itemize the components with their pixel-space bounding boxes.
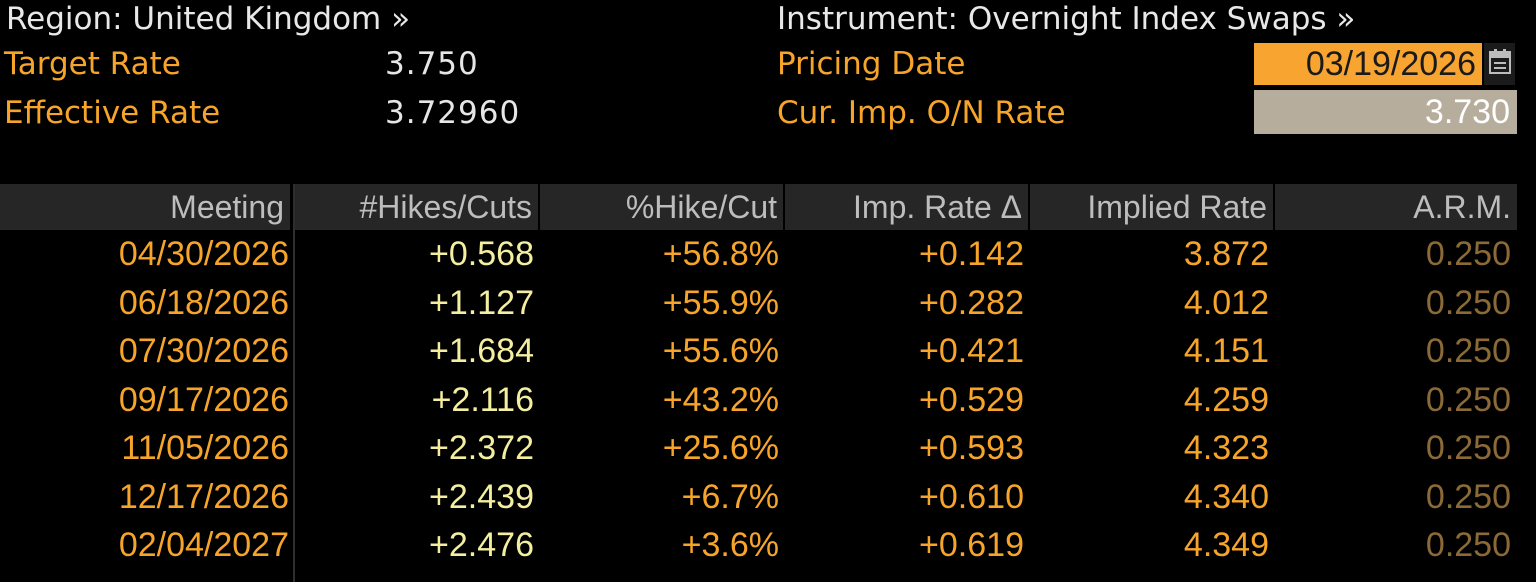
hikes-cuts-value: +1.684 [429,332,534,370]
table-row[interactable]: 07/30/2026 +1.684 +55.6% +0.421 4.151 0.… [0,327,1517,376]
implied-rate-value: 4.259 [1183,380,1269,419]
arm-value: 0.250 [1425,429,1511,467]
instrument-selector[interactable]: Instrument: Overnight Index Swaps » [777,1,1356,37]
arm-value: 0.250 [1425,283,1511,322]
meeting-date: 09/17/2026 [118,380,289,419]
imp-rate-delta-value: +0.282 [919,283,1024,322]
implied-rate-value: 4.012 [1183,283,1269,322]
table-row[interactable]: 12/17/2026 +2.439 +6.7% +0.610 4.340 0.2… [0,473,1517,522]
implied-rate-value: 4.349 [1183,526,1269,564]
meeting-date: 07/30/2026 [118,332,289,370]
hikes-cuts-value: +2.439 [429,477,534,516]
hikes-cuts-value: +1.127 [429,283,534,322]
pct-hike-cut-value: +6.7% [681,477,779,516]
imp-rate-delta-value: +0.142 [919,235,1024,273]
target-rate-value: 3.750 [385,46,479,82]
hikes-cuts-value: +0.568 [429,235,534,273]
table-row[interactable]: 11/05/2026 +2.372 +25.6% +0.593 4.323 0.… [0,424,1517,473]
table-row[interactable]: 09/17/2026 +2.116 +43.2% +0.529 4.259 0.… [0,376,1517,425]
meeting-date: 04/30/2026 [118,235,289,273]
rate-table: Meeting #Hikes/Cuts %Hike/Cut Imp. Rate … [0,184,1517,582]
pct-hike-cut-value: +25.6% [662,429,779,467]
meeting-date: 02/04/2027 [118,526,289,564]
cur-imp-rate-value: 3.730 [1254,90,1517,134]
pct-hike-cut-value: +3.6% [681,526,779,564]
effective-rate-label: Effective Rate [4,95,221,131]
imp-rate-delta-value: +0.619 [919,526,1024,564]
pct-hike-cut-value: +55.9% [662,283,779,322]
column-header-meeting[interactable]: Meeting [0,184,290,230]
region-selector[interactable]: Region: United Kingdom » [6,1,411,37]
column-header-arm[interactable]: A.R.M. [1275,184,1517,230]
meeting-date: 12/17/2026 [118,477,289,516]
pricing-date-label: Pricing Date [777,46,966,82]
imp-rate-delta-value: +0.529 [919,380,1024,419]
arm-value: 0.250 [1425,332,1511,370]
pct-hike-cut-value: +56.8% [662,235,779,273]
pct-hike-cut-value: +43.2% [662,380,779,419]
hikes-cuts-value: +2.476 [429,526,534,564]
arm-value: 0.250 [1425,235,1511,273]
column-header-imp-rate-delta[interactable]: Imp. Rate Δ [785,184,1028,230]
table-row[interactable]: 02/04/2027 +2.476 +3.6% +0.619 4.349 0.2… [0,521,1517,570]
table-row[interactable]: 04/30/2026 +0.568 +56.8% +0.142 3.872 0.… [0,230,1517,279]
implied-rate-value: 4.151 [1183,332,1269,370]
implied-rate-value: 3.872 [1183,235,1269,273]
hikes-cuts-value: +2.116 [431,380,534,419]
arm-value: 0.250 [1425,477,1511,516]
imp-rate-delta-value: +0.610 [919,477,1024,516]
column-header-hikes-cuts[interactable]: #Hikes/Cuts [295,184,538,230]
pct-hike-cut-value: +55.6% [662,332,779,370]
calendar-button[interactable] [1484,43,1515,85]
implied-rate-value: 4.323 [1183,429,1269,467]
effective-rate-value: 3.72960 [385,95,521,131]
table-body: 04/30/2026 +0.568 +56.8% +0.142 3.872 0.… [0,230,1517,570]
cur-imp-rate-label: Cur. Imp. O/N Rate [777,95,1066,131]
imp-rate-delta-value: +0.421 [919,332,1024,370]
table-row[interactable]: 06/18/2026 +1.127 +55.9% +0.282 4.012 0.… [0,279,1517,328]
table-header: Meeting #Hikes/Cuts %Hike/Cut Imp. Rate … [0,184,1517,230]
imp-rate-delta-value: +0.593 [919,429,1024,467]
column-header-pct-hike-cut[interactable]: %Hike/Cut [540,184,783,230]
meeting-date: 06/18/2026 [118,283,289,322]
column-header-implied-rate[interactable]: Implied Rate [1030,184,1273,230]
pricing-date-input[interactable]: 03/19/2026 [1254,43,1482,85]
arm-value: 0.250 [1425,380,1511,419]
calendar-icon [1488,49,1511,79]
target-rate-label: Target Rate [4,46,181,82]
column-divider [293,184,295,582]
arm-value: 0.250 [1425,526,1511,564]
implied-rate-value: 4.340 [1183,477,1269,516]
meeting-date: 11/05/2026 [121,429,289,467]
hikes-cuts-value: +2.372 [429,429,534,467]
